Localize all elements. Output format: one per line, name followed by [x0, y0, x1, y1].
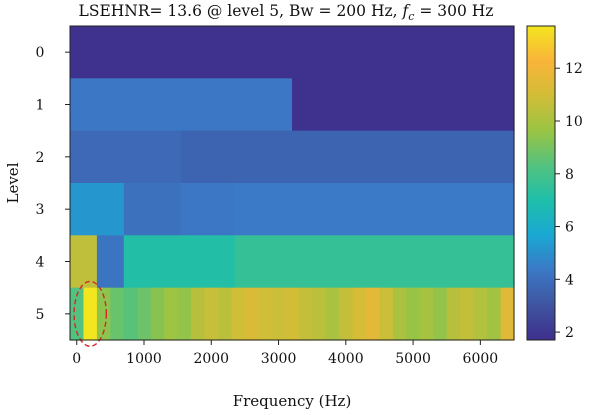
- x-tick-label-4: 4000: [328, 351, 364, 367]
- y-axis-label: Level: [4, 162, 22, 203]
- x-tick-label-3: 3000: [261, 351, 297, 367]
- heatmap-cell-level-5-7: [164, 287, 179, 341]
- heatmap-cell-level-5-32: [500, 287, 515, 341]
- y-tick-label-0: 0: [36, 45, 45, 61]
- heatmap-cell-level-5-23: [379, 287, 394, 341]
- heatmap-cell-level-3-2: [181, 183, 236, 236]
- chart-title-suffix: = 300 Hz: [414, 2, 493, 20]
- chart-title: LSEHNR= 13.6 @ level 5, Bw = 200 Hz, fc …: [79, 2, 494, 23]
- colorbar-tick-label-4: 10: [565, 114, 583, 130]
- plot-area: [70, 26, 515, 341]
- highlight-ellipse-0: [73, 280, 108, 347]
- x-tick-label-1: 1000: [126, 351, 162, 367]
- y-tick-label-1: 1: [36, 98, 45, 114]
- heatmap-cell-level-5-21: [352, 287, 367, 341]
- heatmap-cell-level-5-29: [460, 287, 475, 341]
- y-tick-label-4: 4: [36, 255, 45, 271]
- chart-title-prefix: LSEHNR= 13.6 @ level 5, Bw = 200 Hz,: [79, 2, 403, 20]
- heatmap-cell-level-1-1: [292, 78, 515, 132]
- heatmap-cell-level-5-2: [96, 287, 111, 341]
- x-tick-label-5: 5000: [395, 351, 431, 367]
- heatmap-cell-level-5-11: [218, 287, 233, 341]
- heatmap-cell-level-5-28: [446, 287, 461, 341]
- annotation-layer: [73, 280, 108, 347]
- heatmap-cell-level-5-3: [110, 287, 125, 341]
- heatmap-cell-level-2-0: [70, 130, 182, 184]
- colorbar: [526, 25, 556, 341]
- heatmap-cell-level-5-0: [70, 287, 85, 341]
- heatmap-cell-level-5-19: [325, 287, 340, 341]
- heatmap-cell-level-5-22: [366, 287, 381, 341]
- heatmap-cell-level-5-10: [204, 287, 219, 341]
- y-tick-label-3: 3: [36, 202, 45, 218]
- heatmap-cell-level-1-0: [70, 78, 293, 132]
- x-tick-label-6: 6000: [463, 351, 499, 367]
- heatmap-cell-level-5-26: [419, 287, 434, 341]
- heatmap-cell-level-5-14: [258, 287, 273, 341]
- y-tick-label-2: 2: [36, 150, 45, 166]
- chart-title-subscript: c: [408, 10, 414, 23]
- heatmap-cell-level-5-18: [312, 287, 327, 341]
- y-axis: 0 1 2 3 4 5: [36, 45, 70, 323]
- heatmap-cell-level-2-1: [181, 130, 515, 184]
- heatmap-cell-level-3-0: [70, 183, 125, 236]
- heatmap-cell-level-5-25: [406, 287, 421, 341]
- heatmap-cell-level-5-17: [298, 287, 313, 341]
- heatmap-cell-level-4-0: [70, 235, 98, 289]
- heatmap-cell-level-5-8: [177, 287, 192, 341]
- chart-title-variable: f: [402, 2, 412, 20]
- heatmap-cell-level-4-1: [96, 235, 125, 289]
- heatmap-cell-level-5-15: [271, 287, 286, 341]
- heatmap-cell-level-5-16: [285, 287, 300, 341]
- heatmap-cell-level-5-24: [392, 287, 407, 341]
- heatmap-cell-level-5-13: [244, 287, 259, 341]
- x-axis: 0 1000 2000 3000 4000 5000 6000: [72, 340, 498, 367]
- x-axis-label: Frequency (Hz): [233, 392, 352, 410]
- heatmap-cell-level-4-3: [234, 235, 515, 289]
- heatmap-cell-level-5-27: [433, 287, 448, 341]
- heatmap-cell-level-5-1: [83, 287, 98, 341]
- colorbar-tick-label-1: 4: [565, 272, 574, 288]
- plot-frame: [69, 25, 515, 341]
- colorbar-tick-label-0: 2: [565, 325, 574, 341]
- x-tick-label-0: 0: [72, 351, 81, 367]
- heatmap-cell-level-4-2: [123, 235, 236, 289]
- heatmap-cell-level-0-0: [70, 26, 515, 79]
- heatmap-cell-level-5-12: [231, 287, 246, 341]
- heatmap-cell-level-5-9: [191, 287, 206, 341]
- x-tick-label-2: 2000: [193, 351, 229, 367]
- heatmap-cell-level-5-31: [487, 287, 502, 341]
- heatmap-cell-level-3-1: [123, 183, 182, 236]
- y-tick-label-5: 5: [36, 307, 45, 323]
- heatmap-cell-level-5-4: [123, 287, 138, 341]
- heatmap-cell-level-5-20: [339, 287, 354, 341]
- heatmap-cell-level-5-30: [473, 287, 488, 341]
- colorbar-tick-label-2: 6: [565, 220, 574, 236]
- colorbar-axis: 2 4 6 8 10 12: [555, 61, 583, 341]
- colorbar-tick-label-5: 12: [565, 61, 583, 77]
- colorbar-tick-label-3: 8: [565, 167, 574, 183]
- heatmap-cell-level-3-3: [234, 183, 515, 236]
- heatmap-cell-level-5-6: [150, 287, 165, 341]
- heatmap-cell-level-5-5: [137, 287, 152, 341]
